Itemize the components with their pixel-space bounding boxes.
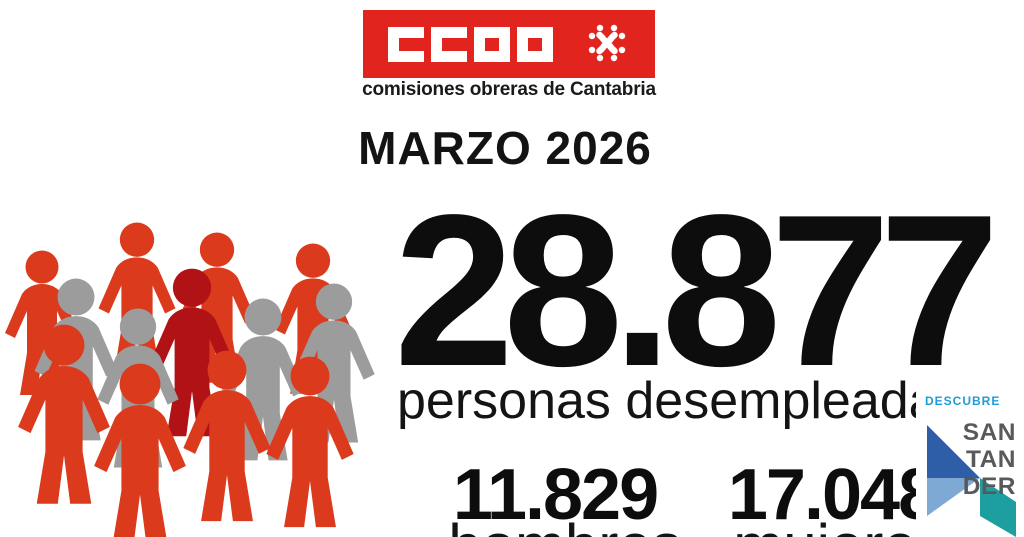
ccoo-subtitle: comisiones obreras de Cantabria bbox=[362, 79, 656, 100]
descubre-text: DESCUBRE bbox=[925, 394, 1001, 408]
santander-shape-dark-triangle bbox=[927, 425, 980, 478]
men-label: hombres bbox=[448, 516, 681, 537]
ccoo-logo: CCOO bbox=[363, 10, 655, 78]
month-title: MARZO 2026 bbox=[358, 122, 652, 174]
santander-shape-light-triangle bbox=[927, 478, 980, 516]
descubre-santander-logo: DESCUBRE SAN TAN DER bbox=[916, 388, 1024, 537]
total-unemployed-label: personas desempleadas bbox=[397, 372, 964, 430]
santander-logo-shape bbox=[927, 425, 1016, 537]
ccoo-logo-letters bbox=[388, 24, 626, 62]
women-value: 17.048 bbox=[727, 455, 938, 535]
crowd-of-people-illustration bbox=[5, 222, 375, 537]
santander-line-1: SAN bbox=[962, 419, 1016, 446]
ccoo-emblem-icon bbox=[588, 24, 626, 62]
santander-line-2: TAN bbox=[965, 446, 1016, 473]
women-label: mujeres bbox=[733, 516, 946, 537]
santander-shape-teal-ribbon bbox=[980, 478, 1016, 537]
total-unemployed-value: 28.877 bbox=[394, 169, 1000, 411]
men-value: 11.829 bbox=[452, 455, 659, 535]
santander-text: SAN TAN DER bbox=[963, 419, 1016, 500]
santander-line-3: DER bbox=[962, 473, 1016, 500]
